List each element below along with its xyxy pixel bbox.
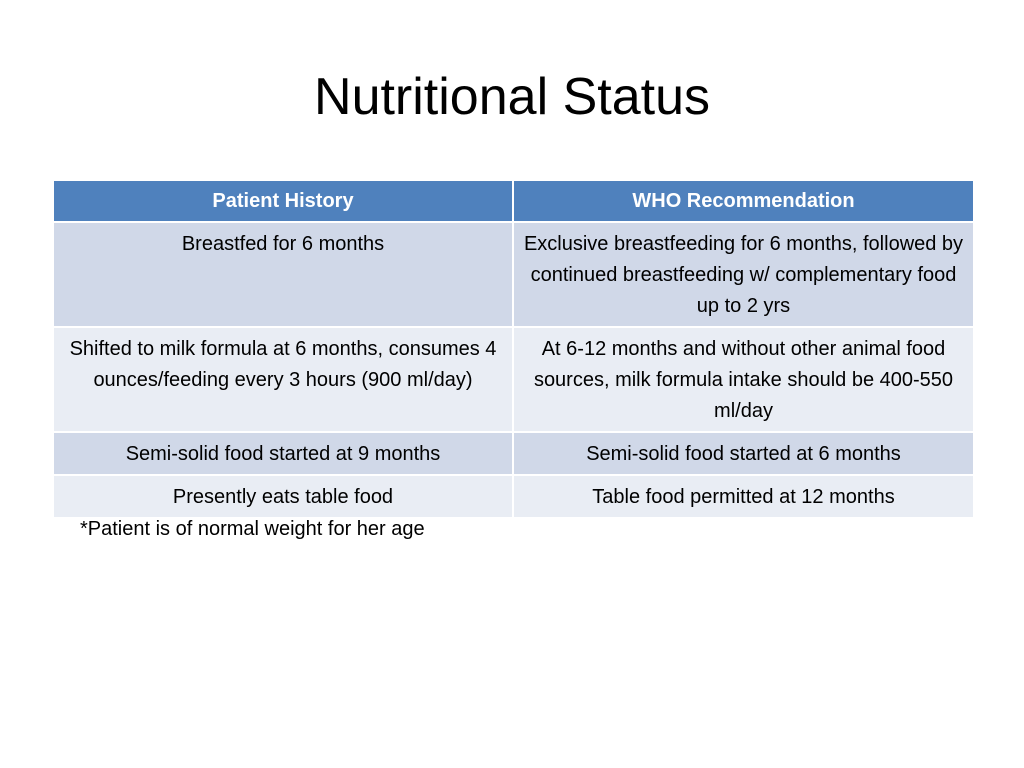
comparison-table: Patient History WHO Recommendation Breas…	[52, 179, 975, 517]
table-cell-who-recommendation: Semi-solid food started at 6 months	[512, 431, 975, 475]
table-cell-patient-history: Breastfed for 6 months	[52, 221, 514, 327]
table-row: Semi-solid food started at 9 months Semi…	[52, 431, 975, 475]
table-row: Shifted to milk formula at 6 months, con…	[52, 326, 975, 432]
table-cell-patient-history: Semi-solid food started at 9 months	[52, 431, 514, 475]
table-cell-who-recommendation: At 6-12 months and without other animal …	[512, 326, 975, 432]
table-cell-who-recommendation: Exclusive breastfeeding for 6 months, fo…	[512, 221, 975, 327]
table-cell-patient-history: Presently eats table food	[52, 474, 514, 517]
table-row: Breastfed for 6 months Exclusive breastf…	[52, 221, 975, 327]
comparison-table-container: Patient History WHO Recommendation Breas…	[52, 179, 975, 517]
table-row: Presently eats table food Table food per…	[52, 474, 975, 517]
footnote: *Patient is of normal weight for her age	[80, 518, 425, 540]
table-cell-who-recommendation: Table food permitted at 12 months	[512, 474, 975, 517]
header-patient-history: Patient History	[52, 179, 514, 222]
table-header-row: Patient History WHO Recommendation	[52, 179, 975, 222]
slide-title: Nutritional Status	[314, 68, 710, 126]
header-who-recommendation: WHO Recommendation	[512, 179, 975, 222]
table-cell-patient-history: Shifted to milk formula at 6 months, con…	[52, 326, 514, 432]
